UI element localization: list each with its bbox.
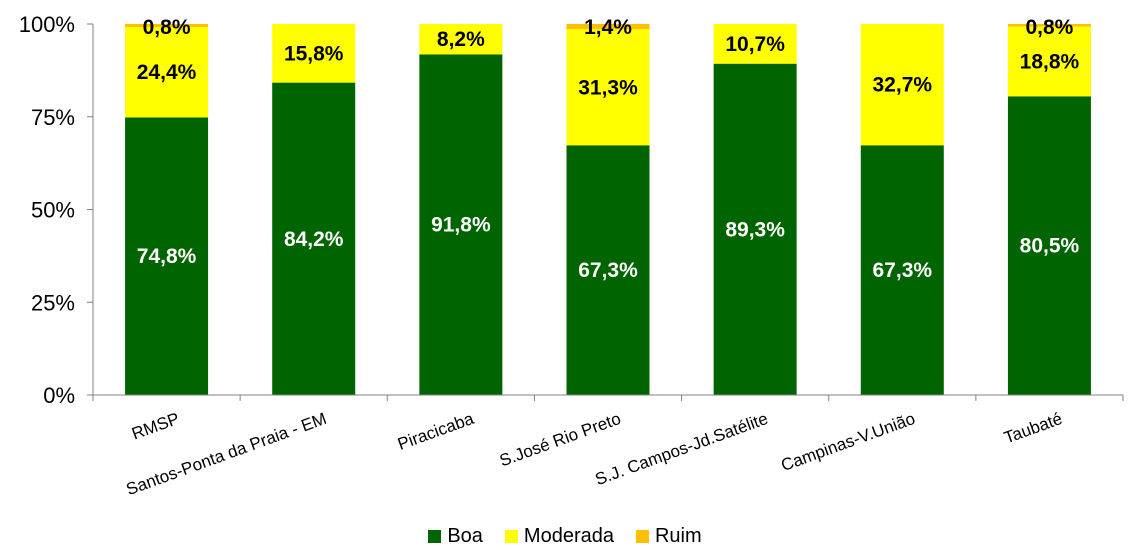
legend-swatch bbox=[635, 530, 649, 543]
legend-item-moderada: Moderada bbox=[504, 525, 614, 548]
bar-boa bbox=[419, 54, 503, 396]
data-label: 91,8% bbox=[431, 214, 491, 237]
y-tick-label: 0% bbox=[43, 383, 75, 408]
data-label: 8,2% bbox=[437, 28, 485, 51]
y-tick-label: 100% bbox=[19, 12, 75, 37]
category-label: Piracicaba bbox=[395, 409, 477, 454]
bar-moderada bbox=[272, 24, 356, 83]
bar-boa bbox=[1007, 96, 1091, 395]
bar-boa bbox=[860, 145, 944, 395]
bar-moderada bbox=[125, 26, 209, 118]
bar-moderada bbox=[1007, 26, 1091, 97]
legend-label: Moderada bbox=[523, 525, 614, 547]
legend-label: Boa bbox=[447, 525, 483, 547]
category-label: S.José Rio Preto bbox=[497, 409, 623, 470]
data-label: 84,2% bbox=[284, 228, 344, 251]
data-label: 31,3% bbox=[578, 76, 638, 99]
data-label: 74,8% bbox=[137, 245, 197, 268]
data-label: 1,4% bbox=[584, 16, 632, 39]
data-label: 32,7% bbox=[873, 74, 933, 97]
data-label: 89,3% bbox=[725, 218, 785, 241]
data-label: 80,5% bbox=[1020, 235, 1080, 258]
legend-item-boa: Boa bbox=[428, 525, 483, 548]
y-tick-label: 75% bbox=[31, 105, 75, 130]
legend-label: Ruim bbox=[654, 525, 702, 547]
bar-moderada bbox=[566, 29, 650, 146]
data-label: 15,8% bbox=[284, 42, 344, 65]
bar-ruim bbox=[125, 24, 209, 27]
stacked-bar-chart: 74,8% 24,4% 0,8% 84,2% 15,8% 91,8% 8,2% 67,3% 31… bbox=[19, 12, 1124, 499]
bar-moderada bbox=[419, 24, 503, 55]
data-label: 10,7% bbox=[725, 33, 785, 56]
data-label: 67,3% bbox=[873, 259, 933, 282]
legend: Boa Moderada Ruim bbox=[0, 525, 1130, 548]
bar-boa bbox=[125, 117, 209, 395]
data-label: 67,3% bbox=[578, 259, 638, 282]
bar-boa bbox=[272, 82, 356, 396]
bar-ruim bbox=[566, 24, 650, 30]
bar-moderada bbox=[860, 24, 944, 146]
category-label: Campinas-V.União bbox=[779, 409, 918, 475]
category-label: RMSP bbox=[129, 409, 182, 444]
bar-boa bbox=[713, 63, 797, 396]
y-tick-label: 25% bbox=[31, 290, 75, 315]
data-label: 18,8% bbox=[1020, 50, 1080, 73]
data-label: 0,8% bbox=[143, 16, 191, 39]
legend-swatch bbox=[428, 530, 442, 543]
data-label: 24,4% bbox=[137, 61, 197, 84]
data-label: 0,8% bbox=[1025, 16, 1073, 39]
bar-moderada bbox=[713, 24, 797, 64]
category-label: Taubaté bbox=[1001, 409, 1064, 448]
legend-swatch bbox=[504, 530, 518, 543]
bar-boa bbox=[566, 145, 650, 395]
legend-item-ruim: Ruim bbox=[635, 525, 702, 548]
y-tick-label: 50% bbox=[31, 198, 75, 223]
bar-ruim bbox=[1007, 24, 1091, 27]
